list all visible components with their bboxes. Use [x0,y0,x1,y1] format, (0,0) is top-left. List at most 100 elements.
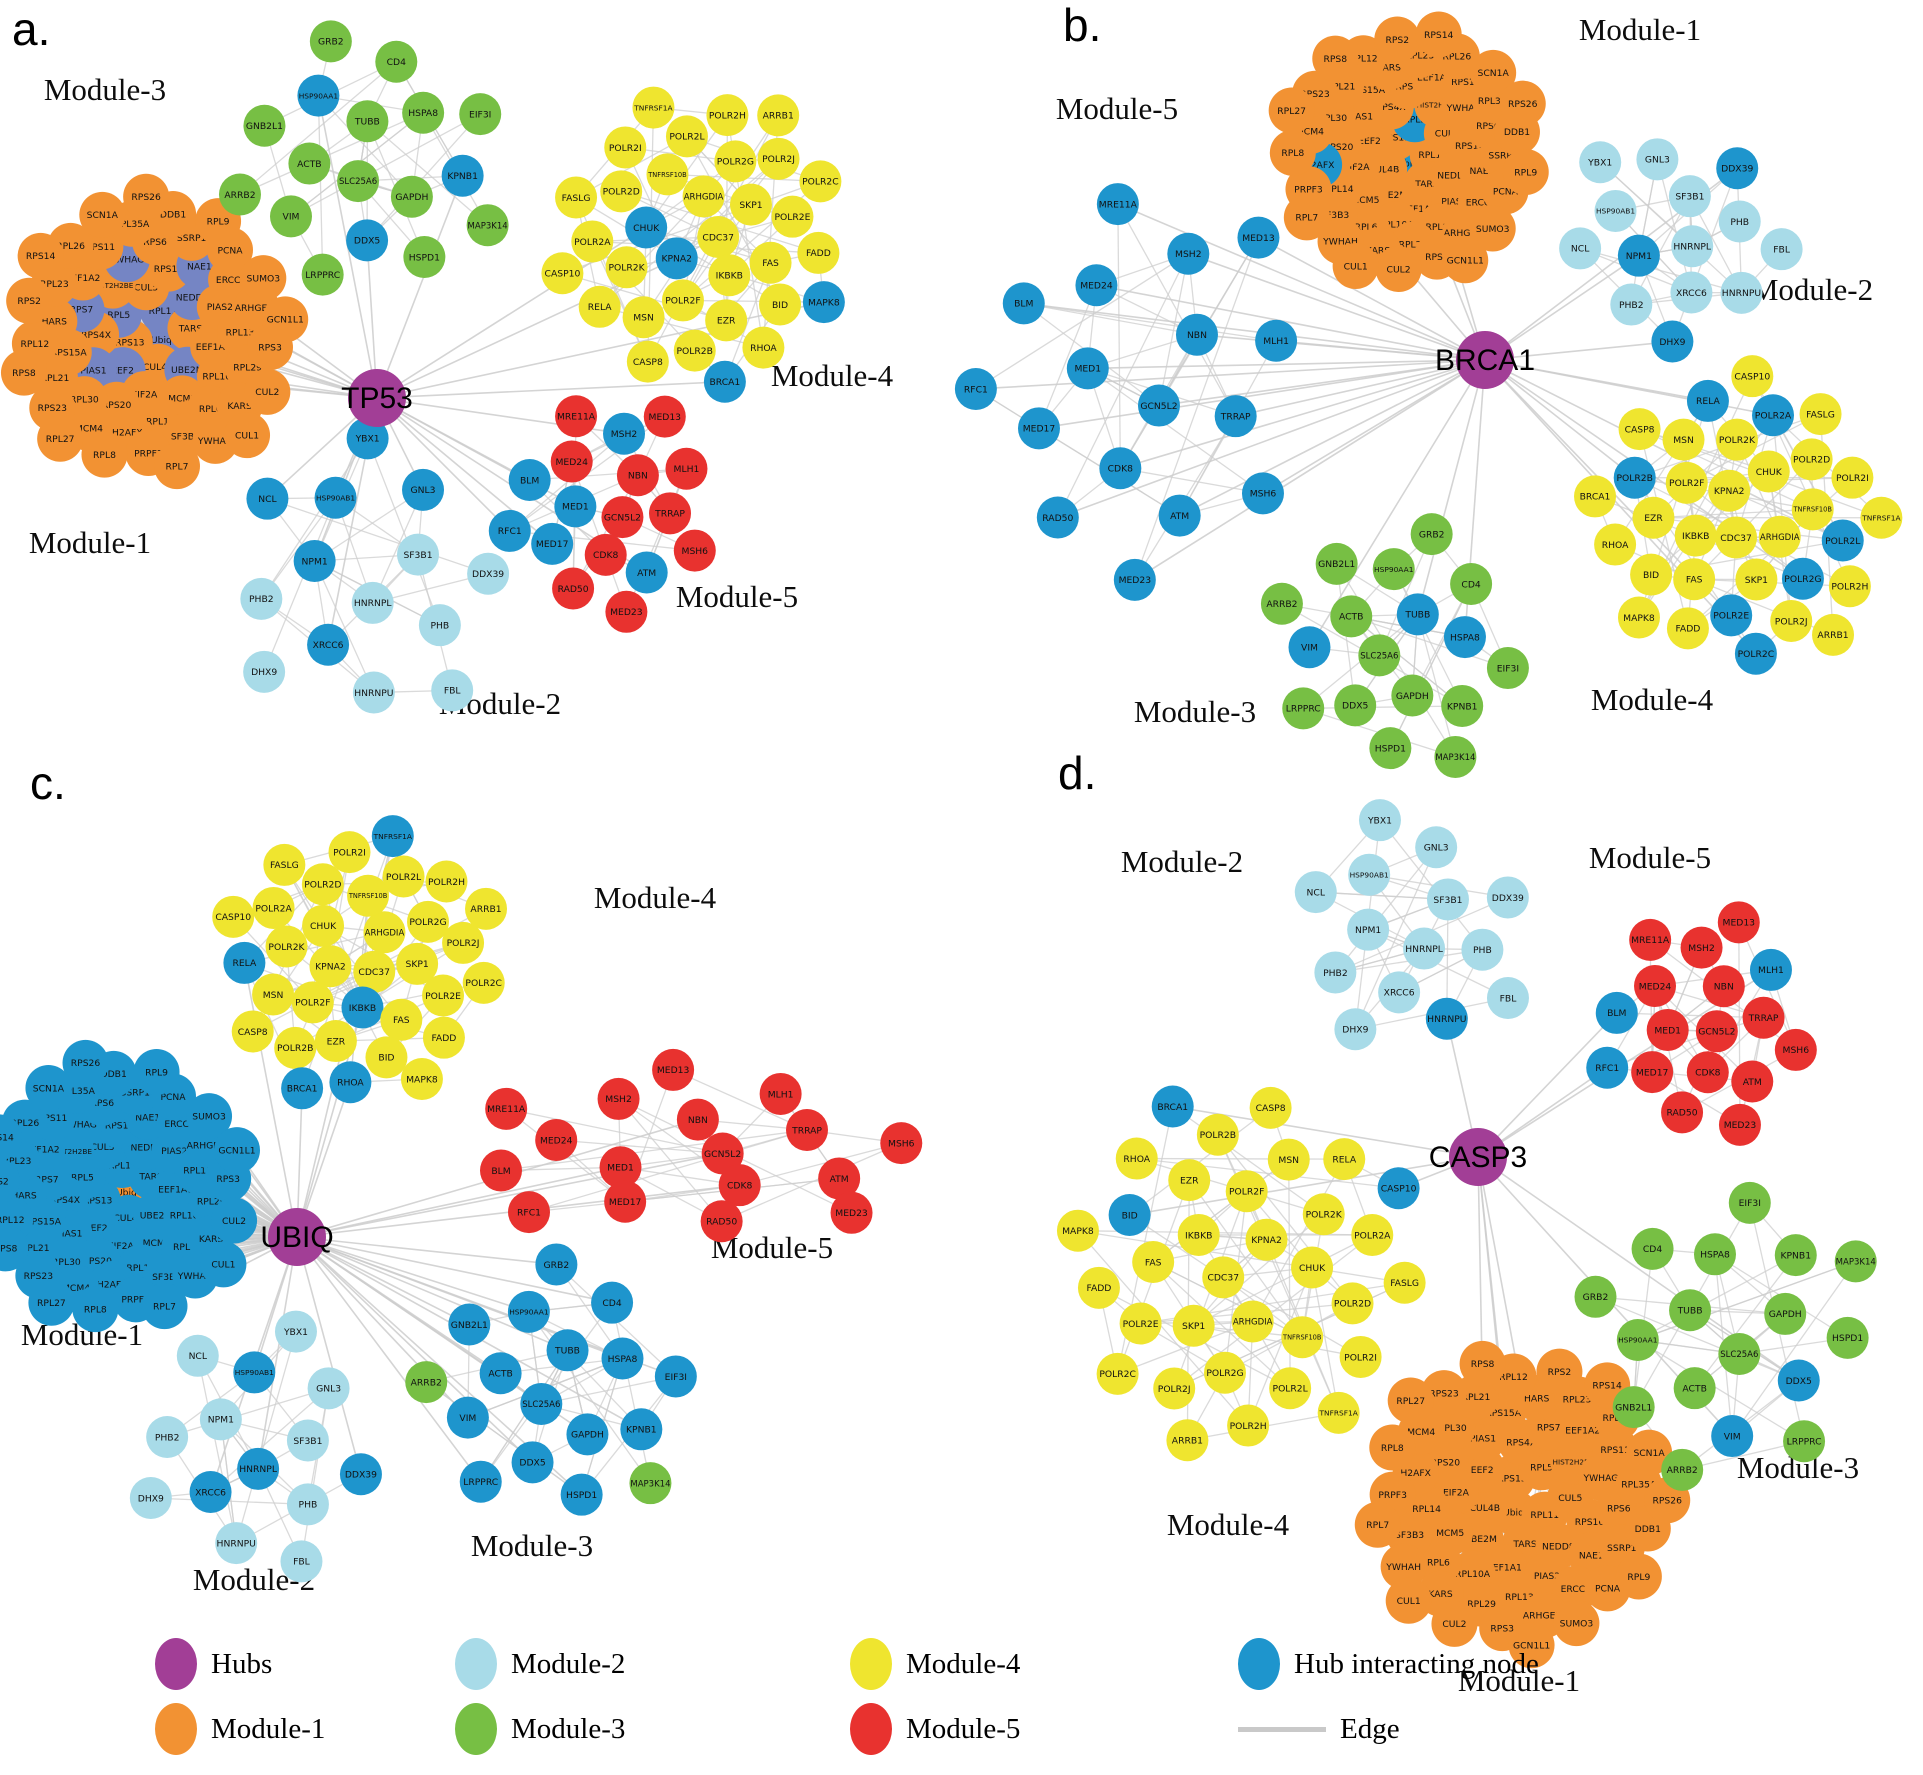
gene-node-circle[interactable] [0,1158,20,1204]
gene-node-circle[interactable] [1281,1316,1324,1359]
gene-node-circle[interactable] [1716,147,1759,190]
gene-node-circle[interactable] [703,360,746,403]
node-d-XRCC6[interactable]: XRCC6 [1378,971,1421,1014]
gene-node-circle[interactable] [665,115,708,158]
gene-node-circle[interactable] [1227,1404,1270,1447]
node-b-ATM[interactable]: ATM [1158,494,1201,537]
node-d-KPNA2[interactable]: KPNA2 [1245,1218,1288,1261]
node-a-GRB2[interactable]: GRB2 [309,20,352,63]
node-c-MLH1[interactable]: MLH1 [759,1072,802,1115]
gene-node-circle[interactable] [1339,1335,1382,1378]
gene-node-circle[interactable] [1742,996,1785,1039]
node-c-TUBB[interactable]: TUBB [546,1329,589,1372]
gene-node-circle[interactable] [1459,1340,1506,1387]
node-c-FAS[interactable]: FAS [380,998,423,1041]
node-c-KPNA2[interactable]: KPNA2 [309,945,352,988]
node-b-GAPDH[interactable]: GAPDH [1391,674,1434,717]
node-d-CASP10[interactable]: CASP10 [1377,1167,1420,1210]
gene-node-circle[interactable] [301,863,344,906]
node-b-MLH1[interactable]: MLH1 [1255,319,1298,362]
gene-node-circle[interactable] [599,1146,642,1189]
node-d-RPL27[interactable]: RPL27 [1387,1377,1434,1424]
node-d-FADD[interactable]: FADD [1077,1266,1120,1309]
node-b-KPNB1[interactable]: KPNB1 [1441,684,1484,727]
gene-node-circle[interactable] [1334,684,1377,727]
node-b-GRB2[interactable]: GRB2 [1410,513,1453,556]
gene-node-circle[interactable] [1358,799,1401,842]
node-b-CDC37[interactable]: CDC37 [1715,516,1758,559]
gene-node-circle[interactable] [286,1419,329,1462]
node-b-RELA[interactable]: RELA [1686,379,1729,422]
gene-node-circle[interactable] [1267,1138,1310,1181]
node-c-CASP8[interactable]: CASP8 [231,1010,274,1053]
node-d-TNFRSF10B[interactable]: TNFRSF10B [1281,1316,1324,1359]
node-a-POLR2A[interactable]: POLR2A [571,220,614,263]
gene-node-circle[interactable] [1715,418,1758,461]
gene-node-circle[interactable] [1354,1501,1401,1548]
gene-node-circle[interactable] [1630,553,1673,596]
gene-node-circle[interactable] [1358,634,1401,677]
node-d-POLR2L[interactable]: POLR2L [1269,1367,1312,1410]
node-d-MED17[interactable]: MED17 [1631,1051,1674,1094]
node-a-MRE11A[interactable]: MRE11A [555,395,598,438]
node-b-SF3B1[interactable]: SF3B1 [1668,175,1711,218]
gene-node-circle[interactable] [1077,1266,1120,1309]
gene-node-circle[interactable] [616,454,659,497]
node-a-CASP8[interactable]: CASP8 [626,340,669,383]
node-d-PHB[interactable]: PHB [1461,928,1504,971]
gene-node-circle[interactable] [1461,928,1504,971]
gene-node-circle[interactable] [1612,1386,1655,1429]
gene-node-circle[interactable] [17,232,64,279]
gene-node-circle[interactable] [269,195,312,238]
gene-node-circle[interactable] [1610,283,1653,326]
node-a-TRRAP[interactable]: TRRAP [649,492,692,535]
gene-node-circle[interactable] [1715,516,1758,559]
gene-node-circle[interactable] [153,443,200,490]
hub-CASP3[interactable]: CASP3 [1429,1128,1527,1186]
gene-node-circle[interactable] [1175,313,1218,356]
gene-node-circle[interactable] [252,886,295,929]
node-c-GAPDH[interactable]: GAPDH [566,1413,609,1456]
node-a-HSP90AA1[interactable]: HSP90AA1 [297,74,340,117]
node-c-RPL27[interactable]: RPL27 [28,1279,75,1326]
gene-node-circle[interactable] [346,417,389,460]
gene-node-circle[interactable] [1634,964,1677,1007]
gene-node-circle[interactable] [1177,1213,1220,1256]
gene-node-circle[interactable] [1260,582,1303,625]
node-a-CUL2[interactable]: CUL2 [244,368,291,415]
node-d-SKP1[interactable]: SKP1 [1172,1304,1215,1347]
node-b-DDX39[interactable]: DDX39 [1716,147,1759,190]
node-c-SLC25A6[interactable]: SLC25A6 [520,1382,563,1425]
gene-node-circle[interactable] [708,254,751,297]
node-a-FADD[interactable]: FADD [797,231,840,274]
node-b-BRCA1[interactable]: BRCA1 [1574,475,1617,518]
node-a-HSPD1[interactable]: HSPD1 [403,235,446,278]
node-b-RPL27[interactable]: RPL27 [1268,87,1315,134]
gene-node-circle[interactable] [346,219,389,262]
node-d-CDC37[interactable]: CDC37 [1202,1256,1245,1299]
gene-node-circle[interactable] [402,468,445,511]
node-a-ATM[interactable]: ATM [625,551,668,594]
gene-node-circle[interactable] [1137,384,1180,427]
node-b-RHOA[interactable]: RHOA [1594,523,1637,566]
node-a-POLR2L[interactable]: POLR2L [665,115,708,158]
node-d-GNB2L1[interactable]: GNB2L1 [1612,1386,1655,1429]
node-b-XRCC6[interactable]: XRCC6 [1670,271,1713,314]
node-d-DDX5[interactable]: DDX5 [1777,1359,1820,1402]
gene-node-circle[interactable] [802,281,845,324]
gene-node-circle[interactable] [652,1048,695,1091]
node-c-TRRAP[interactable]: TRRAP [786,1108,829,1151]
gene-node-circle[interactable] [1734,632,1777,675]
node-a-MAPK8[interactable]: MAPK8 [802,281,845,324]
gene-node-circle[interactable] [462,961,505,1004]
gene-node-circle[interactable] [329,1061,372,1104]
node-c-HSPA8[interactable]: HSPA8 [601,1337,644,1380]
node-d-NPM1[interactable]: NPM1 [1347,908,1390,951]
gene-node-circle[interactable] [28,1279,75,1326]
node-d-MED13[interactable]: MED13 [1717,901,1760,944]
gene-node-circle[interactable] [1369,1424,1416,1471]
gene-node-circle[interactable] [1334,1008,1377,1051]
node-b-SLC25A6[interactable]: SLC25A6 [1358,634,1401,677]
node-a-MED24[interactable]: MED24 [550,440,593,483]
gene-node-circle[interactable] [1294,871,1337,914]
